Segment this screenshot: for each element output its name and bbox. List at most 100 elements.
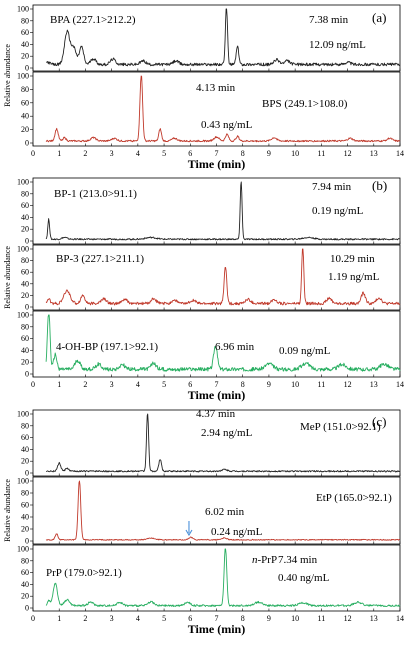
y-tick-label: 20 (21, 52, 29, 61)
y-tick-label: 80 (21, 556, 29, 565)
y-tick-label: 40 (21, 112, 29, 121)
trace-bpa-227-1-212-2 (45, 8, 401, 67)
x-tick-label: 6 (188, 614, 192, 623)
y-axis-label: Relative abundance (3, 246, 12, 309)
y-tick-label: 60 (21, 334, 29, 343)
panel-letter: (c) (372, 414, 386, 429)
annotation-4-37-min: 4.37 min (196, 408, 236, 420)
annotation-0-43-ng-ml: 0.43 ng/mL (201, 119, 253, 131)
y-tick-label: 0 (25, 469, 29, 478)
x-tick-label: 12 (344, 149, 352, 158)
x-tick-label: 0 (31, 380, 35, 389)
y-tick-label: 40 (21, 513, 29, 522)
trace-etp-165-0-92-1 (45, 480, 401, 541)
x-tick-label: 8 (241, 614, 245, 623)
x-tick-label: 3 (110, 149, 114, 158)
trace-bps-249-1-108-0 (45, 75, 401, 143)
x-tick-label: 3 (110, 614, 114, 623)
y-tick-label: 100 (17, 5, 29, 14)
y-axis-label: Relative abundance (3, 479, 12, 542)
y-tick-label: 60 (21, 433, 29, 442)
annotation-1-19-ng-ml: 1.19 ng/mL (328, 271, 380, 283)
x-tick-label: 7 (215, 380, 219, 389)
y-tick-label: 0 (25, 537, 29, 546)
trace-bp-1-213-0-91-1 (45, 181, 401, 241)
annotation-7-38-min: 7.38 min (309, 14, 349, 26)
x-tick-label: 0 (31, 149, 35, 158)
y-tick-label: 100 (17, 311, 29, 320)
annotation-n-prp: n-PrP (252, 554, 277, 566)
annotation-bp-3-227-1-211-1: BP-3 (227.1>211.1) (56, 253, 144, 265)
x-tick-label: 4 (136, 149, 140, 158)
annotation-prp-179-0-92-1: PrP (179.0>92.1) (46, 567, 122, 579)
y-tick-label: 20 (21, 291, 29, 300)
x-tick-label: 11 (318, 614, 326, 623)
annotation-6-02-min: 6.02 min (205, 506, 245, 518)
annotation-6-96-min: 6.96 min (215, 341, 255, 353)
x-tick-label: 2 (83, 614, 87, 623)
y-tick-label: 40 (21, 346, 29, 355)
panel-letter: (a) (372, 10, 386, 25)
x-tick-label: 2 (83, 149, 87, 158)
x-tick-label: 9 (267, 380, 271, 389)
y-tick-label: 0 (25, 303, 29, 312)
y-tick-label: 60 (21, 201, 29, 210)
y-tick-label: 40 (21, 279, 29, 288)
x-tick-label: 7 (215, 149, 219, 158)
annotation-bps-249-1-108-0: BPS (249.1>108.0) (262, 98, 348, 110)
y-tick-label: 20 (21, 225, 29, 234)
y-tick-label: 80 (21, 189, 29, 198)
y-tick-label: 60 (21, 268, 29, 277)
y-tick-label: 0 (25, 139, 29, 148)
x-tick-label: 14 (396, 380, 404, 389)
y-axis-label: Relative abundance (3, 44, 12, 107)
x-tick-label: 12 (344, 614, 352, 623)
y-tick-label: 60 (21, 568, 29, 577)
y-tick-label: 20 (21, 457, 29, 466)
x-tick-label: 7 (215, 614, 219, 623)
y-tick-label: 40 (21, 580, 29, 589)
y-tick-label: 100 (17, 178, 29, 187)
y-tick-label: 80 (21, 16, 29, 25)
y-tick-label: 80 (21, 421, 29, 430)
y-tick-label: 80 (21, 322, 29, 331)
y-tick-label: 80 (21, 256, 29, 265)
y-tick-label: 40 (21, 40, 29, 49)
x-axis-label: Time (min) (188, 388, 245, 402)
x-tick-label: 1 (57, 614, 61, 623)
x-tick-label: 14 (396, 614, 404, 623)
annotation-0-09-ng-ml: 0.09 ng/mL (279, 345, 331, 357)
annotation-etp-165-0-92-1: EtP (165.0>92.1) (316, 492, 392, 504)
annotation-0-40-ng-ml: 0.40 ng/mL (278, 572, 330, 584)
x-tick-label: 5 (162, 380, 166, 389)
y-tick-label: 60 (21, 28, 29, 37)
annotation-7-34-min: 7.34 min (278, 554, 318, 566)
y-tick-label: 0 (25, 604, 29, 613)
annotation-4-oh-bp-197-1-92-1: 4-OH-BP (197.1>92.1) (56, 341, 158, 353)
trace-mep-151-0-92-1 (46, 413, 401, 473)
y-tick-label: 60 (21, 98, 29, 107)
y-tick-label: 100 (17, 477, 29, 486)
annotation-12-09-ng-ml: 12.09 ng/mL (309, 39, 366, 51)
x-tick-label: 14 (396, 149, 404, 158)
x-tick-label: 5 (162, 149, 166, 158)
arrow-head-icon (185, 529, 193, 537)
x-tick-label: 4 (136, 380, 140, 389)
x-tick-label: 6 (188, 380, 192, 389)
x-tick-label: 12 (344, 380, 352, 389)
x-tick-label: 6 (188, 149, 192, 158)
trace-prp-179-0-92-1 (45, 548, 401, 608)
x-tick-label: 1 (57, 380, 61, 389)
x-tick-label: 8 (241, 380, 245, 389)
x-tick-label: 10 (291, 614, 299, 623)
panel-letter: (b) (372, 178, 387, 193)
annotation-4-13-min: 4.13 min (196, 82, 236, 94)
annotation-7-94-min: 7.94 min (312, 181, 352, 193)
x-tick-label: 10 (291, 380, 299, 389)
y-tick-label: 40 (21, 213, 29, 222)
x-tick-label: 11 (318, 380, 326, 389)
x-tick-label: 9 (267, 149, 271, 158)
y-tick-label: 0 (25, 237, 29, 246)
